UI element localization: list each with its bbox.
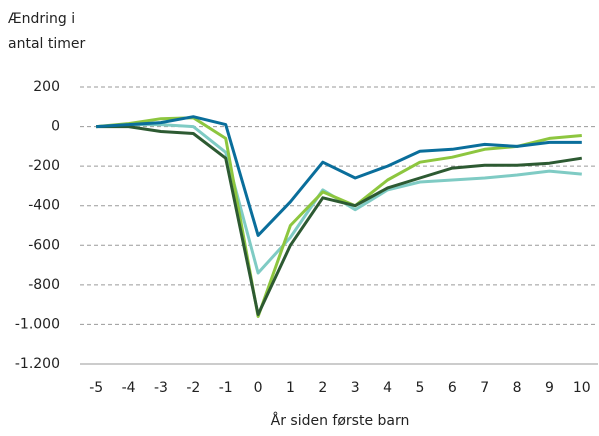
x-tick-label: 1 [286,380,295,396]
y-tick-label: -600 [28,237,60,253]
x-axis-label: År siden første barn [271,412,410,429]
x-tick-label: 0 [254,380,263,396]
x-tick-label: -1 [219,380,233,396]
y-axis-label: Ændring i [8,11,75,27]
x-tick-label: 9 [545,380,554,396]
x-tick-label: -3 [154,380,168,396]
series-line [96,125,583,316]
x-tick-label: -4 [122,380,136,396]
series-line [96,115,582,237]
y-tick-label: -200 [28,158,60,174]
x-tick-label: -5 [89,380,103,396]
x-tick-label: 4 [383,380,392,396]
x-tick-label: 7 [480,380,489,396]
x-tick-label: 8 [513,380,522,396]
x-tick-label: 5 [415,380,424,396]
y-tick-label: -1.200 [15,356,60,372]
y-axis-label: antal timer [8,36,85,52]
x-tick-label: -2 [186,380,200,396]
series-line [96,116,582,318]
x-tick-label: 2 [318,380,327,396]
y-tick-label: 0 [51,119,60,135]
x-tick-label: 3 [351,380,360,396]
y-tick-label: -400 [28,198,60,214]
y-tick-label: 200 [33,79,60,95]
x-tick-label: 10 [573,380,591,396]
x-tick-label: 6 [448,380,457,396]
y-tick-label: -1.000 [15,316,60,332]
y-tick-label: -800 [28,277,60,293]
